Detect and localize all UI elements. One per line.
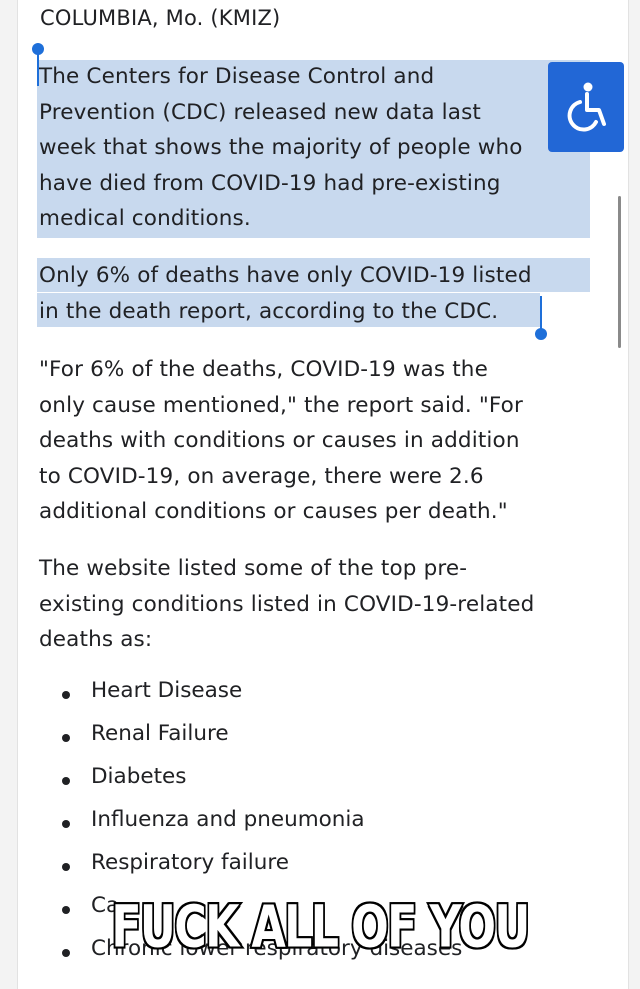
selection-start-handle-bar — [37, 50, 39, 86]
paragraph-4[interactable]: The website listed some of the top pre- … — [39, 551, 599, 658]
paragraph-line: only cause mentioned," the report said. … — [39, 392, 523, 418]
accessibility-button[interactable] — [548, 62, 624, 152]
selection-start-handle[interactable] — [32, 43, 44, 55]
paragraph-line: have died from COVID-19 had pre-existing — [39, 170, 501, 196]
scrollbar[interactable] — [618, 196, 621, 348]
paragraph-line: in the death report, according to the CD… — [39, 298, 499, 324]
selection-end-handle-bar — [540, 296, 542, 332]
paragraph-line: existing conditions listed in COVID-19-r… — [39, 591, 535, 617]
bullet-icon — [62, 691, 70, 699]
paragraph-line: "For 6% of the deaths, COVID-19 was the — [39, 357, 488, 382]
text-selection-highlight — [37, 258, 590, 292]
meme-caption: FUCK ALL OF YOU — [110, 890, 532, 962]
paragraph-line: to COVID-19, on average, there were 2.6 — [39, 463, 484, 489]
paragraph-line: deaths as: — [39, 627, 153, 652]
paragraph-3[interactable]: "For 6% of the deaths, COVID-19 was the … — [39, 352, 599, 530]
paragraph-line: week that shows the majority of people w… — [39, 135, 523, 160]
accessibility-icon — [567, 82, 606, 132]
bullet-icon — [62, 906, 70, 914]
paragraph-1[interactable]: The Centers for Disease Control and Prev… — [39, 59, 599, 237]
article-dateline: COLUMBIA, Mo. (KMIZ) — [40, 6, 281, 30]
bullet-icon — [62, 777, 70, 785]
paragraph-2[interactable]: Only 6% of deaths have only COVID-19 lis… — [39, 258, 599, 329]
paragraph-line: The Centers for Disease Control and — [39, 64, 435, 89]
selection-end-handle[interactable] — [535, 328, 547, 340]
bullet-icon — [62, 734, 70, 742]
bullet-icon — [62, 949, 70, 957]
paragraph-line: additional conditions or causes per deat… — [39, 499, 508, 524]
paragraph-line: deaths with conditions or causes in addi… — [39, 428, 520, 453]
bullet-icon — [62, 863, 70, 871]
text-selection-highlight — [37, 293, 540, 327]
paragraph-line: The website listed some of the top pre- — [39, 556, 468, 581]
bullet-icon — [62, 820, 70, 828]
text-selection-highlight — [37, 60, 590, 238]
paragraph-line: Only 6% of deaths have only COVID-19 lis… — [39, 263, 532, 288]
paragraph-line: Prevention (CDC) released new data last — [39, 99, 482, 125]
paragraph-line: medical conditions. — [39, 206, 251, 231]
